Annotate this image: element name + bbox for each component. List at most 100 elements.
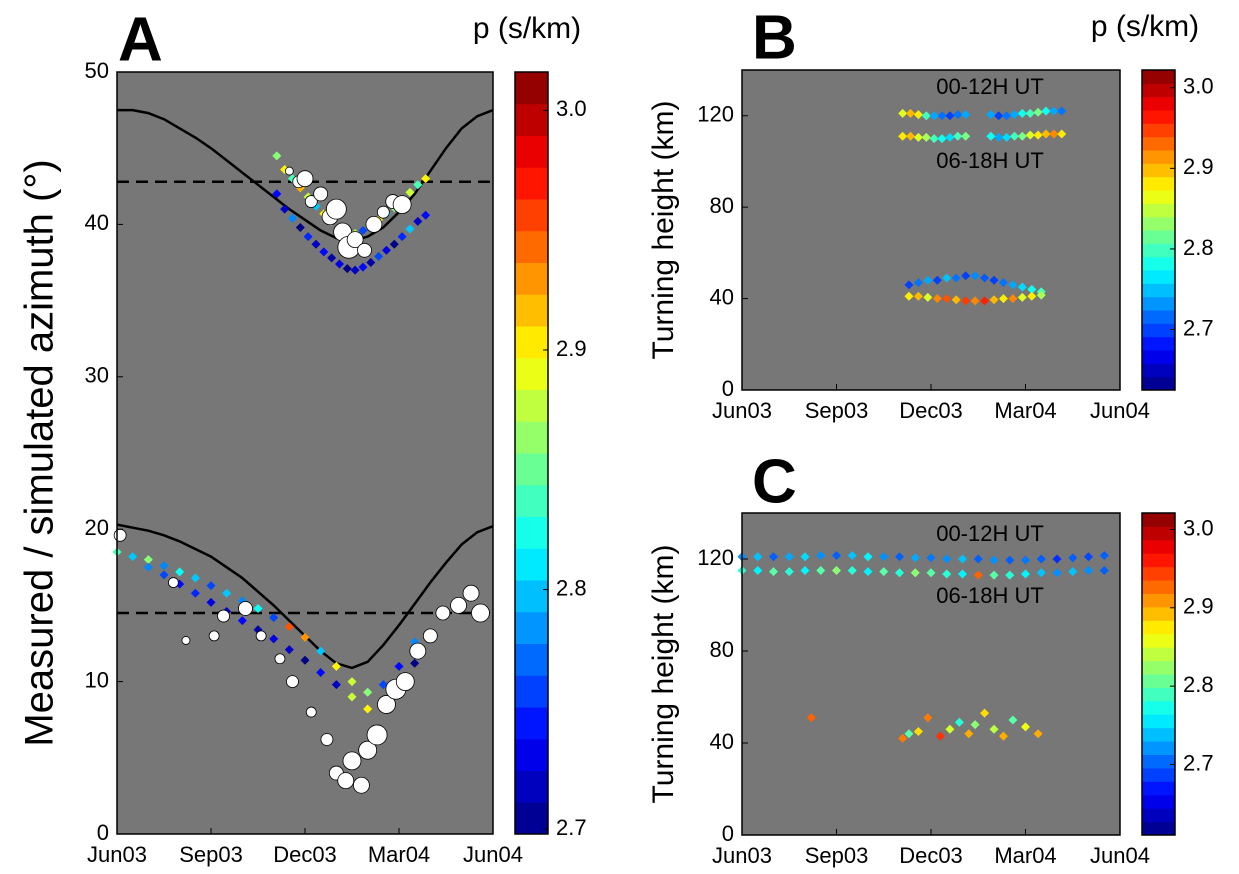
colorbar-band	[1142, 190, 1175, 204]
plot-area	[742, 70, 1120, 390]
colorbar-tick-label: 2.8	[556, 575, 587, 600]
colorbar-band	[515, 294, 548, 327]
colorbar-band	[1142, 230, 1175, 244]
data-point	[980, 273, 990, 283]
data-point	[964, 729, 974, 739]
x-tick-label: Dec03	[899, 398, 963, 423]
data-point	[366, 258, 376, 267]
colorbar-band	[1142, 754, 1175, 769]
data-point	[421, 210, 431, 220]
colorbar-title: p (s/km)	[1091, 10, 1199, 43]
data-point	[358, 262, 368, 272]
measured-circle	[286, 675, 299, 688]
data-point	[331, 680, 341, 690]
data-point	[970, 296, 980, 306]
measured-circle	[392, 195, 412, 214]
data-point	[847, 551, 857, 561]
panel-letter: B	[752, 3, 797, 72]
data-point	[961, 131, 971, 141]
y-axis-label: Turning height (km)	[647, 101, 680, 360]
y-tick-label: 50	[85, 58, 109, 83]
y-tick-label: 0	[722, 821, 734, 846]
data-point	[970, 271, 980, 281]
measured-circle	[304, 195, 318, 208]
measured-circle	[358, 740, 378, 760]
data-point	[363, 704, 373, 714]
colorbar-band	[1142, 203, 1175, 218]
data-point	[1049, 129, 1059, 139]
data-point	[923, 275, 933, 285]
data-point	[347, 692, 357, 702]
data-point	[863, 567, 873, 577]
x-tick-label: Mar04	[994, 398, 1056, 423]
data-point	[986, 110, 996, 120]
colorbar-title: p (s/km)	[473, 12, 581, 45]
data-point	[937, 111, 947, 121]
data-point	[1025, 130, 1035, 140]
data-point	[1057, 106, 1067, 116]
colorbar-tick-label: 3.0	[1183, 74, 1214, 99]
measured-circle	[296, 170, 314, 188]
data-point	[413, 180, 423, 190]
data-point	[1008, 715, 1018, 725]
data-point	[913, 110, 923, 120]
data-point	[295, 222, 305, 232]
measured-circle	[409, 642, 427, 660]
data-point	[753, 552, 763, 562]
data-point	[284, 645, 294, 655]
colorbar-band	[1142, 633, 1175, 648]
y-tick-label: 40	[85, 210, 109, 235]
data-point	[998, 294, 1008, 304]
data-point	[303, 232, 313, 242]
colorbar-band	[515, 484, 548, 517]
data-point	[300, 632, 310, 642]
colorbar-band	[1142, 808, 1175, 823]
colorbar-band	[1142, 336, 1175, 351]
measured-circle	[377, 695, 396, 714]
colorbar-band	[515, 135, 548, 168]
data-point	[800, 552, 810, 562]
data-point	[1009, 131, 1019, 141]
data-point	[879, 567, 889, 577]
measured-circle	[208, 630, 220, 642]
colorbar-band	[1142, 243, 1175, 258]
data-point	[1027, 284, 1037, 294]
measured-circle	[365, 215, 383, 233]
data-point	[272, 189, 282, 199]
colorbar-band	[515, 421, 548, 454]
data-point	[410, 658, 420, 668]
data-point	[1009, 110, 1019, 120]
data-point	[342, 264, 352, 274]
data-point	[269, 634, 279, 644]
data-point	[316, 667, 326, 677]
measured-circle	[357, 242, 372, 258]
annotation: 06-18H UT	[936, 583, 1044, 608]
data-point	[989, 555, 999, 565]
data-point	[1057, 129, 1067, 139]
colorbar-band	[1142, 70, 1175, 84]
data-point	[921, 132, 931, 142]
measured-circle	[284, 166, 294, 176]
data-point	[1041, 106, 1051, 116]
data-point	[904, 729, 914, 739]
colorbar-band	[1142, 270, 1175, 284]
colorbar-band	[515, 199, 548, 232]
data-point	[929, 134, 939, 144]
colorbar-band	[1142, 83, 1175, 98]
measured-circle	[217, 609, 230, 623]
data-point	[847, 566, 857, 575]
data-point	[989, 275, 999, 285]
data-point	[1041, 129, 1051, 139]
data-point	[970, 720, 980, 730]
measured-circle	[274, 653, 286, 665]
colorbar-tick-label: 2.7	[556, 815, 587, 840]
data-point	[405, 224, 415, 234]
data-point	[1036, 568, 1046, 578]
y-tick-label: 80	[710, 193, 734, 218]
data-point	[1033, 107, 1043, 117]
data-point	[175, 567, 185, 577]
measured-circle	[320, 733, 334, 746]
data-point	[953, 110, 963, 120]
data-point	[421, 174, 431, 184]
colorbar-band	[515, 72, 548, 105]
